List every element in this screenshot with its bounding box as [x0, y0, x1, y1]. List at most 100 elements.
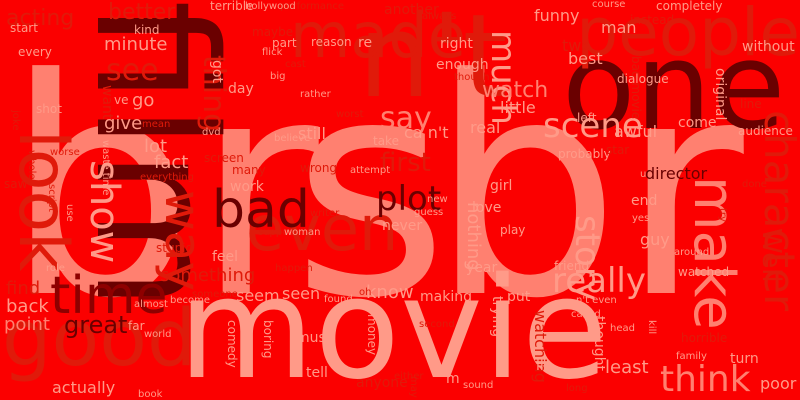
- word-want: want: [99, 85, 115, 120]
- word-turn: turn: [730, 351, 759, 367]
- word-really: really: [552, 261, 646, 301]
- word-completely: completely: [656, 0, 723, 13]
- word-awful: awful: [614, 122, 658, 141]
- word-everything: everything: [140, 172, 194, 183]
- word-called: called: [571, 309, 601, 320]
- word-girl: girl: [490, 178, 513, 194]
- word-put: put: [507, 289, 531, 305]
- word-comedy: comedy: [225, 320, 239, 368]
- word-still: still: [298, 124, 326, 143]
- word-supposed: supposed: [258, 227, 307, 238]
- word-point: point: [4, 314, 50, 335]
- word-m: m: [446, 371, 460, 387]
- word-go: go: [132, 90, 155, 111]
- word-got: got: [209, 60, 225, 83]
- word-work: work: [230, 179, 264, 195]
- word-re: re: [358, 35, 373, 51]
- word-found: found: [324, 294, 353, 305]
- word-time: time: [50, 266, 168, 326]
- word-waste-time: waste time: [100, 140, 111, 196]
- word-n-t: n't: [358, 0, 508, 124]
- word-dvd: dvd: [202, 127, 221, 138]
- word-happen: happen: [275, 263, 313, 274]
- word-know: know: [366, 282, 414, 303]
- word-oh: oh: [359, 287, 372, 298]
- word-funny: funny: [534, 6, 580, 25]
- word-attempt: attempt: [350, 165, 391, 176]
- word-never: never: [382, 218, 423, 234]
- word-lot: lot: [144, 136, 168, 157]
- word-someone: someone: [192, 289, 238, 300]
- word-br: br: [5, 15, 319, 364]
- word-head: head: [610, 323, 635, 334]
- word-kind: kind: [134, 23, 160, 37]
- word-trying: trying: [489, 296, 505, 338]
- word-u: u: [640, 169, 647, 180]
- word-something: something: [160, 265, 256, 286]
- word-far: far: [128, 319, 145, 333]
- word-minute: minute: [104, 34, 168, 55]
- word-guess: guess: [414, 207, 444, 218]
- word-tell: tell: [306, 365, 328, 381]
- word-family: family: [676, 351, 707, 362]
- word-s: s: [292, 15, 449, 364]
- word-believe: believe: [274, 133, 311, 144]
- word-take: take: [373, 134, 399, 148]
- word-course: course: [592, 0, 626, 10]
- word-little: little: [500, 98, 536, 117]
- word-though: though: [454, 72, 490, 83]
- word-scene: scene: [543, 106, 643, 146]
- word-seem: seem: [236, 286, 280, 305]
- word-long: long: [566, 383, 588, 394]
- word-give: give: [104, 113, 143, 134]
- word-best: best: [568, 49, 603, 68]
- word-whole: whole: [26, 150, 37, 180]
- word-maybe: maybe: [252, 25, 294, 39]
- word-terrible: terrible: [210, 0, 254, 13]
- word-back: back: [6, 296, 49, 317]
- word-watched: watched: [678, 265, 730, 279]
- word-always: always: [422, 11, 457, 22]
- word-around: around: [674, 247, 710, 258]
- word-right: right: [440, 36, 473, 52]
- word-worst: worst: [336, 109, 364, 120]
- word-come: come: [678, 115, 717, 131]
- word-year: year: [466, 260, 498, 276]
- word-poor: poor: [760, 374, 797, 393]
- word-great: great: [64, 311, 128, 339]
- word-end: end: [631, 193, 658, 209]
- word-original: original: [712, 68, 728, 121]
- word-two: two: [562, 36, 592, 55]
- word-love: love: [472, 200, 502, 216]
- word-rather: rather: [300, 89, 331, 100]
- word-ll: ll: [536, 358, 544, 374]
- word-better: better: [108, 0, 176, 25]
- word-become: become: [170, 295, 211, 306]
- word-done: done: [742, 179, 767, 190]
- word-br: br: [430, 15, 744, 364]
- word-made: made: [290, 0, 466, 72]
- word-saw: saw: [4, 177, 28, 191]
- word-even: even: [246, 192, 399, 265]
- word-people: people: [576, 0, 800, 71]
- word-well: Well: [756, 228, 786, 283]
- word-almost: almost: [134, 299, 168, 310]
- word-one: one: [562, 18, 786, 157]
- word-kill: kill: [646, 320, 657, 335]
- word-book: book: [138, 389, 163, 400]
- word-making: making: [420, 289, 472, 305]
- word-shot: shot: [36, 102, 62, 116]
- word-plot: plot: [376, 179, 442, 219]
- word-line: line: [740, 97, 762, 111]
- word-guy: guy: [640, 230, 670, 249]
- word-man: man: [601, 18, 637, 37]
- word-instead: instead: [630, 13, 675, 27]
- word-seen: seen: [282, 284, 321, 303]
- word-part: part: [272, 36, 297, 50]
- word-many: many: [232, 163, 266, 177]
- word-feel: feel: [212, 249, 239, 265]
- word-flick: flick: [262, 47, 283, 58]
- word-horrible: horrible: [681, 331, 728, 345]
- word-use: use: [64, 204, 75, 222]
